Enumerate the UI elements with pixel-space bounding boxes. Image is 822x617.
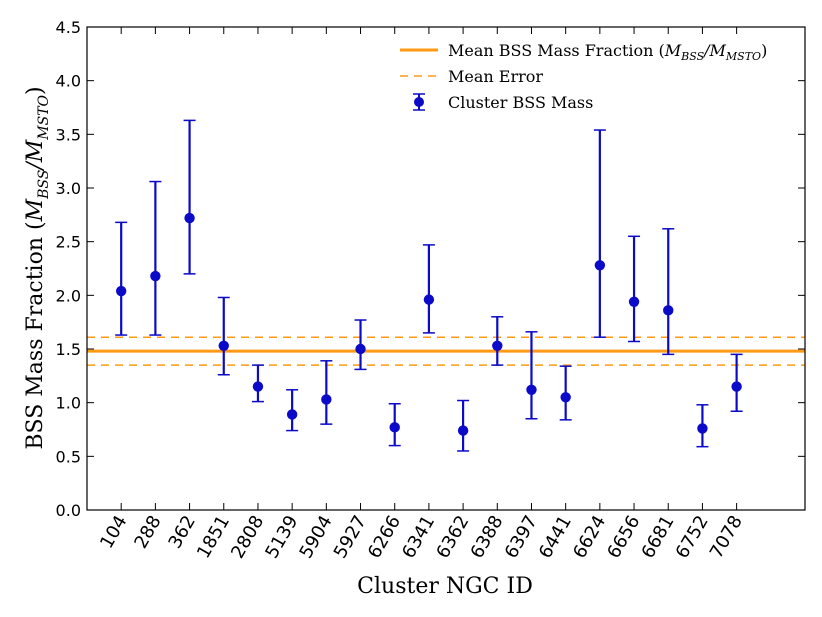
legend-error-label: Mean Error bbox=[448, 67, 543, 86]
y-axis-title: BSS Mass Fraction (MBSS/MMSTO) bbox=[23, 86, 52, 449]
data-point-6341 bbox=[423, 294, 435, 305]
data-point-6656 bbox=[628, 296, 640, 307]
y-tick-label-2.0: 2.0 bbox=[56, 286, 81, 305]
data-point-6388 bbox=[492, 340, 503, 351]
data-point-6681 bbox=[663, 305, 674, 316]
y-tick-label-1.0: 1.0 bbox=[56, 394, 81, 413]
data-point-7078 bbox=[731, 381, 742, 392]
data-point-6397 bbox=[526, 384, 537, 395]
y-tick-label-3.5: 3.5 bbox=[56, 125, 81, 144]
data-point-362 bbox=[184, 212, 195, 224]
plot-frame bbox=[86, 26, 806, 511]
y-tick-label-1.5: 1.5 bbox=[56, 340, 81, 359]
data-point-1851 bbox=[218, 340, 229, 351]
x-axis-title: Cluster NGC ID bbox=[357, 574, 533, 599]
data-point-5927 bbox=[355, 343, 366, 355]
legend-mean-label: Mean BSS Mass Fraction (MBSS/MMSTO) bbox=[448, 41, 767, 63]
y-tick-label-2.5: 2.5 bbox=[56, 233, 81, 252]
y-tick-label-0.0: 0.0 bbox=[56, 501, 81, 520]
data-point-6266 bbox=[389, 422, 400, 433]
data-point-6752 bbox=[697, 423, 708, 434]
legend-point-marker bbox=[414, 97, 424, 107]
y-tick-label-0.5: 0.5 bbox=[56, 447, 81, 466]
data-point-5904 bbox=[321, 394, 332, 405]
y-tick-label-4.0: 4.0 bbox=[56, 72, 81, 91]
data-point-6441 bbox=[560, 392, 571, 403]
legend-point-label: Cluster BSS Mass bbox=[448, 93, 593, 112]
data-point-6624 bbox=[594, 260, 606, 271]
data-point-288 bbox=[150, 270, 161, 282]
data-point-2808 bbox=[252, 381, 264, 392]
y-tick-label-3.0: 3.0 bbox=[56, 179, 81, 198]
data-point-5139 bbox=[286, 409, 298, 420]
legend: Mean BSS Mass Fraction (MBSS/MMSTO) Mean… bbox=[400, 41, 767, 112]
data-point-6362 bbox=[457, 425, 469, 436]
data-point-104 bbox=[115, 285, 127, 297]
y-tick-label-4.5: 4.5 bbox=[56, 18, 81, 37]
y-axis-title-text: BSS Mass Fraction ( bbox=[23, 221, 48, 449]
